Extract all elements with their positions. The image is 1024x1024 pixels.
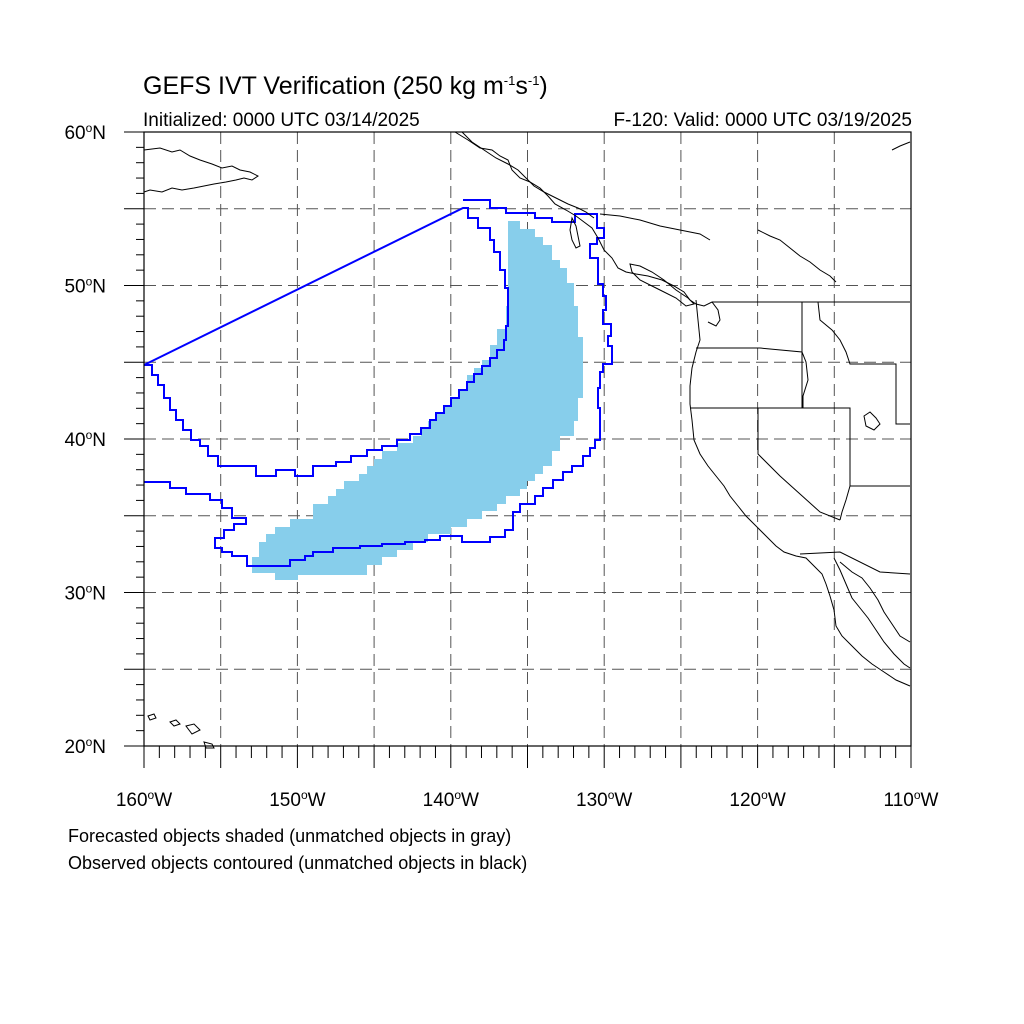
title-main-text: GEFS IVT Verification (250 kg m <box>143 72 504 100</box>
vancouver-island <box>629 263 695 307</box>
coastline-and-borders <box>143 131 911 749</box>
forecast-ivt-object <box>252 221 583 580</box>
lon-tick-label: 150oW <box>269 788 325 811</box>
observed-contour-upper-line <box>143 207 509 477</box>
alaska-coastline <box>143 147 259 193</box>
axis-ticks <box>124 131 912 768</box>
state-border-2 <box>690 407 910 487</box>
lon-tick-label: 120oW <box>729 788 785 811</box>
state-border-1 <box>696 347 809 408</box>
lon-tick-label: 130oW <box>576 788 632 811</box>
valid-time-label: F-120: Valid: 0000 UTC 03/19/2025 <box>613 110 912 131</box>
title-mid-text: s <box>515 72 528 100</box>
state-border-5 <box>757 408 841 521</box>
canada-interior-border <box>599 213 711 241</box>
lat-tick-label: 20oN <box>64 735 106 758</box>
lat-tick-label: 40oN <box>64 428 106 451</box>
us-west-coastline <box>689 299 911 687</box>
mexico-border <box>799 551 911 575</box>
forecast-shaded-region <box>252 221 583 580</box>
initialized-label: Initialized: 0000 UTC 03/14/2025 <box>143 110 420 131</box>
state-border-6 <box>839 485 851 521</box>
northeast-coast-fragment <box>891 141 911 151</box>
haida-gwaii <box>569 216 581 249</box>
title-exponent-1: -1 <box>503 73 516 88</box>
lon-tick-label: 110oW <box>884 788 939 811</box>
axis-tick-labels: 60oN 50oN 40oN 30oN 20oN 160oW 150oW 140oW 130oW… <box>64 121 938 811</box>
state-border-4 <box>817 301 910 425</box>
figure-title: GEFS IVT Verification (250 kg m-1s-1) <box>143 72 548 101</box>
alaska-panhandle-coastline <box>461 131 595 219</box>
lon-tick-label: 140oW <box>423 788 479 811</box>
lat-tick-label: 50oN <box>64 275 106 298</box>
observed-contour-line <box>144 199 613 567</box>
lat-tick-label: 60oN <box>64 121 106 144</box>
hawaii-islands <box>147 713 215 749</box>
title-end-text: ) <box>539 72 548 100</box>
observed-ivt-contour <box>143 199 613 567</box>
forecast-legend-note: Forecasted objects shaded (unmatched obj… <box>68 826 512 846</box>
canada-coastline <box>454 131 721 327</box>
lon-tick-label: 160oW <box>116 788 172 811</box>
lat-tick-label: 30oN <box>64 582 106 605</box>
title-exponent-2: -1 <box>527 73 540 88</box>
canada-interior-border-2 <box>757 229 837 283</box>
observed-legend-note: Observed objects contoured (unmatched ob… <box>68 853 528 873</box>
baja-coastline <box>833 557 911 669</box>
gulf-california-coastline <box>839 561 911 643</box>
great-salt-lake <box>863 411 881 431</box>
